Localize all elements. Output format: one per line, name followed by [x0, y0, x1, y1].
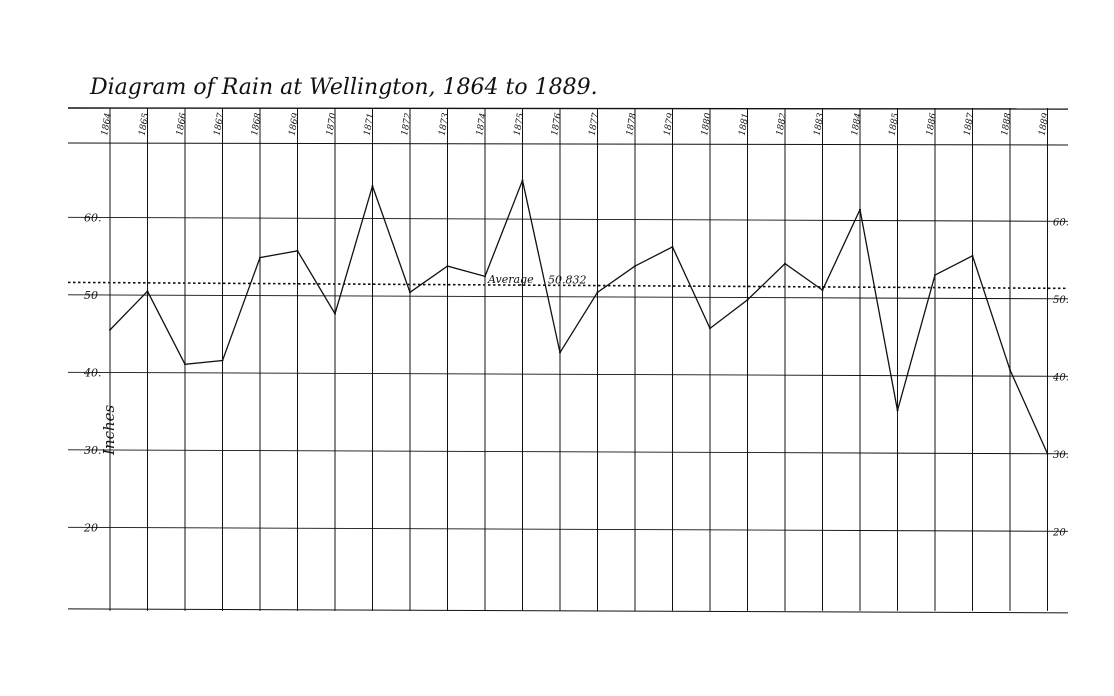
- y-axis-label: Inches: [100, 404, 118, 456]
- data-point-1876: [559, 351, 561, 354]
- y-tick-labels: 60. 60. 50 50. 40. 40. 30. 30. 20 20: [83, 211, 1069, 538]
- header-bottom-line: [67, 142, 1069, 146]
- average-line: [67, 281, 1069, 290]
- y-tick-right: 20: [1052, 527, 1066, 538]
- data-point-1874: [484, 275, 486, 278]
- year-label-1875: 1875: [513, 112, 527, 137]
- bottom-line: [67, 608, 1069, 614]
- y-tick-left: 60.: [84, 211, 102, 224]
- y-tick-right: 60.: [1053, 217, 1069, 228]
- data-point-1875: [521, 179, 524, 182]
- data-point-1888: [1009, 368, 1011, 371]
- data-point-1885: [896, 409, 899, 412]
- gridline-50: [67, 294, 1069, 300]
- year-label-1886: 1886: [925, 112, 939, 137]
- data-point-1879: [671, 245, 674, 248]
- year-label-1867: 1867: [213, 112, 227, 137]
- data-point-1872: [409, 291, 411, 294]
- chart-title: Diagram of Rain at Wellington, 1864 to 1…: [89, 75, 598, 100]
- data-point-1873: [446, 265, 449, 268]
- year-label-1877: 1877: [588, 112, 602, 137]
- y-tick-left: 30.: [84, 444, 102, 457]
- data-point-1865: [146, 290, 149, 293]
- year-label-1864: 1864: [100, 112, 114, 137]
- year-label-1868: 1868: [250, 112, 264, 137]
- year-label-1883: 1883: [813, 112, 827, 137]
- data-point-1878: [634, 265, 636, 268]
- data-point-1889: [1046, 452, 1049, 455]
- data-point-1869: [296, 249, 299, 252]
- gridline-20: [67, 526, 1069, 532]
- data-point-1880: [709, 327, 711, 330]
- year-label-1879: 1879: [663, 112, 677, 137]
- gridline-40: [67, 371, 1069, 377]
- year-label-1885: 1885: [888, 112, 902, 137]
- year-label-1889: 1889: [1038, 112, 1052, 137]
- y-tick-right: 50.: [1053, 295, 1069, 306]
- data-point-1883: [821, 289, 824, 292]
- data-point-1887: [971, 254, 974, 257]
- data-point-1877: [596, 291, 599, 294]
- year-label-1880: 1880: [700, 112, 714, 137]
- average-label: Average: [487, 273, 534, 286]
- data-point-1884: [859, 208, 861, 211]
- y-tick-left: 50: [84, 289, 98, 302]
- year-label-1884: 1884: [850, 112, 864, 137]
- year-label-1876: 1876: [550, 112, 564, 137]
- year-label-1870: 1870: [325, 112, 339, 137]
- year-label-1878: 1878: [625, 112, 639, 137]
- year-label-1881: 1881: [738, 112, 752, 136]
- year-label-1865: 1865: [138, 112, 152, 137]
- y-tick-left: 20: [83, 521, 98, 534]
- data-point-1866: [184, 363, 186, 366]
- year-label-1872: 1872: [400, 112, 414, 137]
- gridline-60: [67, 216, 1069, 222]
- year-label-1887: 1887: [963, 112, 977, 137]
- data-point-1871: [371, 185, 374, 187]
- year-label-1873: 1873: [438, 112, 452, 137]
- chart-frame: [67, 107, 1069, 614]
- data-point-1870: [334, 312, 336, 315]
- year-labels: 1864 1865 1866 1867 1868 1869 1870 1871 1872 1873…: [100, 112, 1051, 137]
- data-point-1882: [784, 262, 786, 265]
- gridline-30: [67, 449, 1069, 455]
- y-tick-left: 40.: [83, 366, 102, 379]
- data-points: [109, 179, 1049, 455]
- data-point-1868: [259, 256, 261, 259]
- y-tick-right: 40.: [1052, 372, 1069, 383]
- data-point-1881: [746, 298, 749, 301]
- data-point-1864: [109, 328, 111, 331]
- rain-series-line: [109, 178, 1049, 455]
- average-value: 50.832: [548, 273, 587, 286]
- year-label-1869: 1869: [288, 112, 302, 137]
- year-label-1888: 1888: [1000, 112, 1014, 137]
- data-point-1886: [934, 274, 936, 277]
- header-top-line: [67, 107, 1069, 110]
- y-tick-right: 30.: [1053, 450, 1069, 461]
- year-label-1882: 1882: [775, 112, 789, 137]
- data-point-1867: [221, 359, 224, 362]
- year-label-1874: 1874: [475, 112, 489, 137]
- year-label-1871: 1871: [363, 112, 377, 136]
- year-label-1866: 1866: [175, 112, 189, 137]
